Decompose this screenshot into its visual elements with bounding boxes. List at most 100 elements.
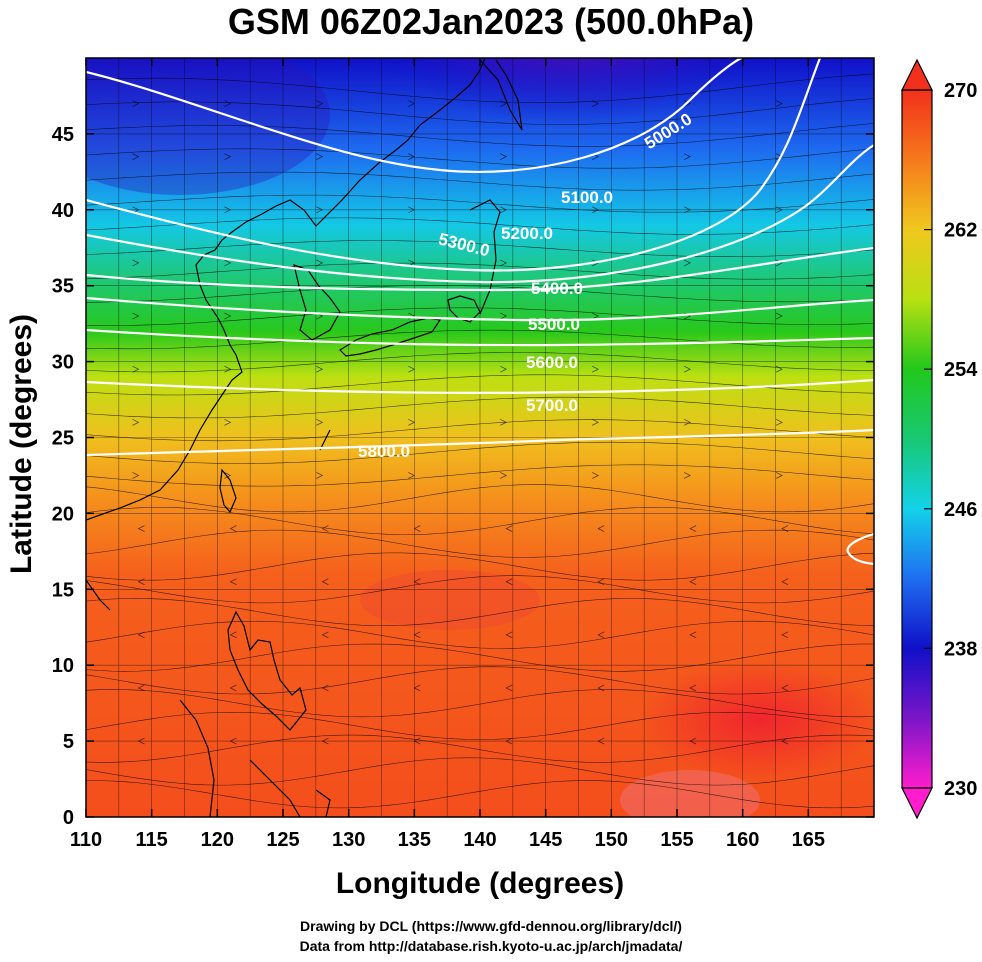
wind-arrowhead	[689, 578, 697, 586]
wind-arrowhead	[500, 153, 508, 160]
wind-arrowhead	[592, 419, 599, 426]
x-axis-ticks: 110 115 120 125 130 135 140 145 150 155 160 165	[70, 58, 825, 851]
wind-arrowhead	[597, 684, 605, 692]
colorbar-ticks: 230 238 246 254 262 270	[924, 80, 978, 800]
x-tick-label: 110	[70, 829, 102, 851]
wind-arrowhead	[775, 312, 783, 320]
y-tick-label: 30	[52, 352, 74, 374]
wind-arrowhead	[137, 684, 145, 692]
colorbar: 230 238 246 254 262 270	[901, 58, 978, 820]
y-tick-label: 25	[52, 428, 74, 450]
wind-arrowhead	[321, 578, 329, 586]
wind-arrowhead	[597, 525, 605, 532]
wind-arrowhead	[132, 259, 140, 267]
contour-label-5500: 5500.0	[528, 315, 580, 334]
wind-arrowhead	[597, 578, 605, 586]
wind-arrowhead	[316, 259, 324, 267]
x-tick-label: 140	[463, 829, 496, 851]
wind-arrowhead	[321, 631, 329, 639]
contour-label-5600: 5600.0	[526, 353, 578, 372]
wind-arrowhead	[224, 419, 232, 426]
wind-arrowhead	[689, 684, 697, 692]
wind-arrowhead	[224, 312, 232, 320]
x-tick-label: 125	[266, 829, 299, 851]
wind-arrowhead	[775, 419, 783, 426]
contour-label-5100: 5100.0	[561, 188, 613, 207]
wind-arrowhead	[592, 365, 599, 373]
x-tick-label: 155	[660, 829, 693, 851]
x-axis-label: Longitude (degrees)	[335, 867, 625, 900]
wind-arrowhead	[683, 365, 691, 373]
lat-lon-grid	[86, 58, 874, 817]
colorbar-tick-label: 238	[944, 638, 977, 660]
wind-arrowhead	[592, 312, 599, 320]
wind-arrowhead	[224, 365, 232, 373]
contour-label-5700: 5700.0	[526, 396, 578, 415]
credit-data-source: Data from http://database.rish.kyoto-u.a…	[299, 938, 683, 954]
wind-arrowhead	[683, 153, 691, 160]
wind-arrowhead	[224, 259, 232, 267]
wind-arrowhead	[229, 631, 237, 639]
wind-arrowhead	[500, 100, 508, 107]
colorbar-tick-label: 246	[944, 499, 977, 521]
colorbar-top-arrow	[901, 58, 933, 91]
coastlines	[86, 58, 523, 817]
wind-arrowhead	[781, 578, 789, 586]
x-tick-label: 150	[595, 829, 628, 851]
wind-arrowhead	[689, 525, 697, 532]
wind-arrowhead	[683, 419, 691, 426]
wind-arrowhead	[132, 365, 140, 373]
x-tick-label: 145	[529, 829, 562, 851]
wind-arrowhead	[224, 153, 232, 160]
contour-label-5800: 5800.0	[358, 442, 410, 461]
wind-arrowhead	[592, 472, 599, 479]
wind-arrowhead	[689, 631, 697, 639]
y-tick-label: 20	[52, 503, 74, 525]
wind-arrowhead	[500, 259, 508, 267]
colorbar-bar	[901, 89, 933, 789]
y-axis-ticks: 0 5 10 15 20 25 30 35 40 45	[52, 124, 874, 829]
x-tick-label: 120	[201, 829, 234, 851]
wind-arrowhead	[229, 525, 237, 532]
y-tick-label: 5	[63, 731, 74, 753]
wind-arrowhead	[781, 684, 789, 692]
y-tick-label: 15	[52, 579, 74, 601]
y-tick-label: 0	[63, 807, 74, 829]
wind-arrowhead	[500, 365, 508, 373]
wind-arrowhead	[316, 100, 324, 107]
wind-arrowhead	[229, 578, 237, 586]
wind-arrowhead	[316, 419, 324, 426]
x-tick-label: 115	[136, 829, 168, 851]
colorbar-tick-label: 254	[944, 359, 978, 381]
wind-arrowhead	[321, 525, 329, 532]
x-tick-label: 135	[398, 829, 431, 851]
wind-arrowhead	[505, 525, 513, 532]
y-tick-label: 35	[52, 276, 74, 298]
wind-arrowhead	[316, 153, 324, 160]
y-tick-label: 10	[52, 655, 74, 677]
wind-arrowhead	[775, 472, 783, 479]
wind-arrowhead	[505, 631, 513, 639]
wind-arrowhead	[321, 684, 329, 692]
y-tick-label: 45	[52, 124, 74, 146]
wind-arrowhead	[137, 525, 145, 532]
wind-arrowhead	[229, 684, 237, 692]
x-tick-label: 130	[332, 829, 365, 851]
wind-arrowhead	[316, 365, 324, 373]
y-axis-label-text: Latitude (degrees)	[5, 313, 38, 575]
contour-label-5200: 5200.0	[501, 224, 553, 243]
wind-arrowhead	[597, 631, 605, 639]
wind-arrowhead	[775, 100, 783, 107]
x-tick-label: 160	[726, 829, 759, 851]
wind-arrowhead	[137, 631, 145, 639]
wind-arrowhead	[132, 100, 140, 107]
wind-arrowhead	[132, 419, 140, 426]
wind-arrowhead	[132, 312, 140, 320]
wind-arrowhead	[775, 365, 783, 373]
wind-arrowhead	[683, 472, 691, 479]
y-tick-label: 40	[52, 200, 74, 222]
chart-title: GSM 06Z02Jan2023 (500.0hPa)	[227, 1, 755, 42]
wind-arrowhead	[505, 578, 513, 586]
colorbar-tick-label: 230	[944, 778, 977, 800]
